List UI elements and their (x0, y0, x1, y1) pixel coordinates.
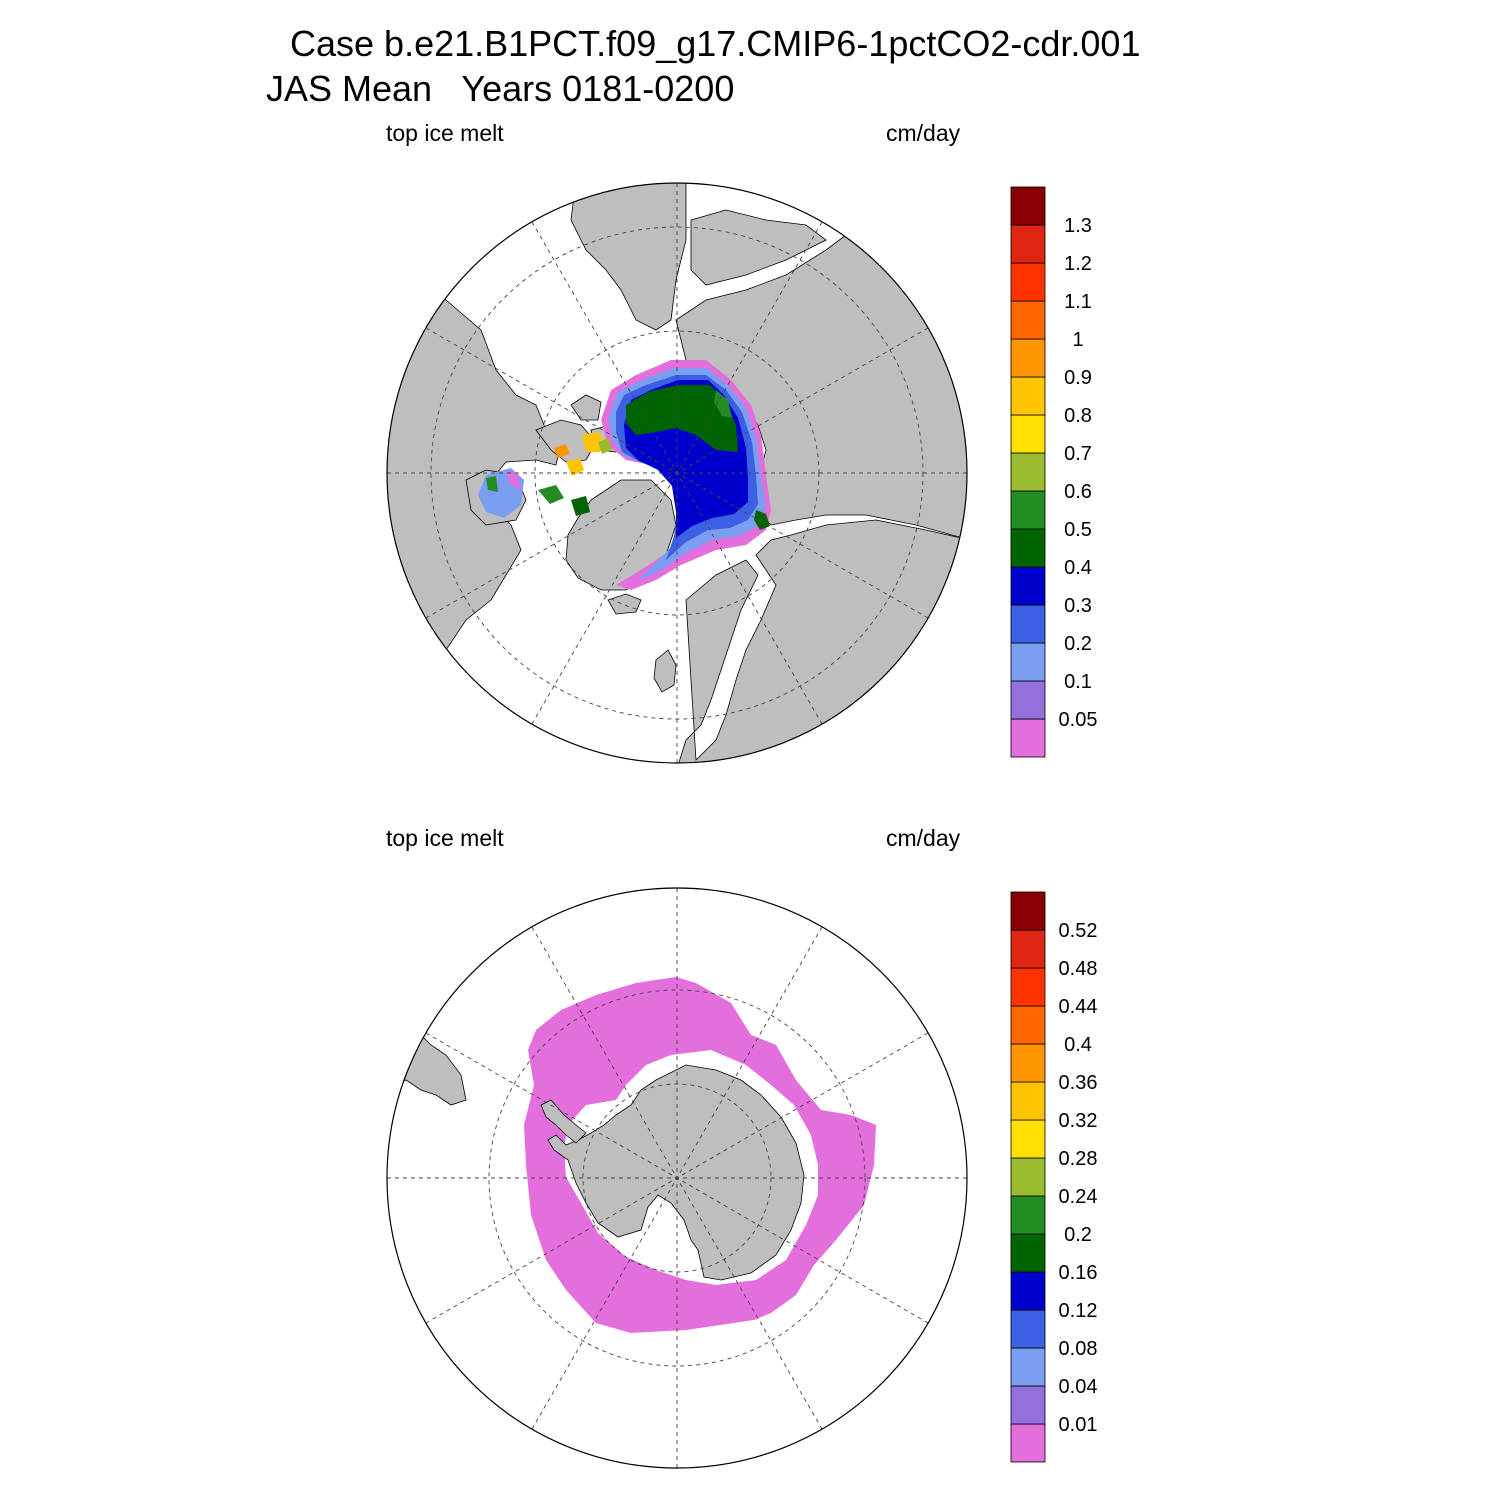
colorbar-swatch (1010, 642, 1046, 682)
colorbar-tick-label: 0.2 (1064, 1224, 1092, 1246)
colorbar-tick-label: 0.04 (1059, 1376, 1098, 1398)
figure-title-line-1: Case b.e21.B1PCT.f09_g17.CMIP6-1pctCO2-c… (290, 23, 1141, 64)
panel1-colorbar: 0.05 0.1 0.2 0.3 0.4 0.5 0.6 0.7 0.8 0.9 1 1.1 1.2 1.… (1010, 186, 1098, 758)
colorbar-tick-label: 0.44 (1059, 996, 1098, 1018)
colorbar-tick-label: 0.24 (1059, 1186, 1098, 1208)
colorbar-tick-label: 0.28 (1059, 1148, 1098, 1170)
map-boundary (386, 182, 968, 764)
figure-title-line-2: JAS Mean Years 0181-0200 (266, 68, 735, 109)
colorbar-tick-label: 0.4 (1064, 1034, 1092, 1056)
colorbar-tick-label: 0.2 (1064, 633, 1092, 655)
colorbar-tick-label: 0.9 (1064, 367, 1092, 389)
colorbar-tick-label: 1.1 (1064, 291, 1092, 313)
colorbar-tick-label: 0.3 (1064, 595, 1092, 617)
colorbar-tick-label: 1.3 (1064, 215, 1092, 237)
colorbar-tick-label: 1 (1072, 329, 1083, 351)
colorbar-swatch (1010, 1081, 1046, 1121)
colorbar-tick-label: 0.36 (1059, 1072, 1098, 1094)
colorbar-swatch (1010, 1005, 1046, 1045)
colorbar-swatch (1010, 929, 1046, 969)
colorbar-tick-label: 0.16 (1059, 1262, 1098, 1284)
colorbar-swatch (1010, 186, 1046, 226)
colorbar-tick-label: 0.05 (1059, 709, 1098, 731)
colorbar-swatch (1010, 1309, 1046, 1349)
antarctic-polar-map (386, 887, 968, 1469)
colorbar-swatch (1010, 1119, 1046, 1159)
colorbar-swatch (1010, 224, 1046, 264)
colorbar-swatch (1010, 414, 1046, 454)
colorbar-swatch (1010, 338, 1046, 378)
colorbar-tick-label: 0.08 (1059, 1338, 1098, 1360)
arctic-polar-map (386, 182, 968, 764)
colorbar-swatch (1010, 1043, 1046, 1083)
colorbar-tick-label: 0.1 (1064, 671, 1092, 693)
colorbar-swatch (1010, 718, 1046, 758)
colorbar-tick-label: 0.12 (1059, 1300, 1098, 1322)
colorbar-swatch (1010, 604, 1046, 644)
colorbar-swatch (1010, 1271, 1046, 1311)
colorbar-tick-label: 0.4 (1064, 557, 1092, 579)
colorbar-swatch (1010, 376, 1046, 416)
colorbar-tick-label: 0.48 (1059, 958, 1098, 980)
colorbar-swatch (1010, 891, 1046, 931)
colorbar-tick-label: 0.52 (1059, 920, 1098, 942)
colorbar-swatch (1010, 1423, 1046, 1463)
panel1-units-label: cm/day (886, 120, 961, 146)
colorbar-swatch (1010, 452, 1046, 492)
panel2-colorbar: 0.01 0.04 0.08 0.12 0.16 0.2 0.24 0.28 0.32 0.36 0… (1010, 891, 1098, 1463)
panel2-left-label: top ice melt (386, 825, 504, 851)
colorbar-swatch (1010, 262, 1046, 302)
colorbar-tick-label: 0.7 (1064, 443, 1092, 465)
colorbar-swatch (1010, 566, 1046, 606)
panel1-left-label: top ice melt (386, 120, 504, 146)
colorbar-tick-label: 0.6 (1064, 481, 1092, 503)
colorbar-swatch (1010, 1347, 1046, 1387)
colorbar-swatch (1010, 300, 1046, 340)
colorbar-swatch (1010, 528, 1046, 568)
sea-ice-melt-field (478, 360, 771, 590)
colorbar-swatch (1010, 1385, 1046, 1425)
colorbar-swatch (1010, 490, 1046, 530)
map-boundary (386, 887, 968, 1469)
graticule (387, 183, 967, 763)
colorbar-tick-label: 1.2 (1064, 253, 1092, 275)
colorbar-swatch (1010, 1195, 1046, 1235)
colorbar-swatch (1010, 1233, 1046, 1273)
colorbar-tick-label: 0.5 (1064, 519, 1092, 541)
colorbar-swatch (1010, 967, 1046, 1007)
colorbar-tick-label: 0.01 (1059, 1414, 1098, 1436)
colorbar-swatch (1010, 680, 1046, 720)
colorbar-tick-label: 0.32 (1059, 1110, 1098, 1132)
colorbar-swatch (1010, 1157, 1046, 1197)
graticule (387, 888, 967, 1468)
panel2-units-label: cm/day (886, 825, 961, 851)
colorbar-tick-label: 0.8 (1064, 405, 1092, 427)
